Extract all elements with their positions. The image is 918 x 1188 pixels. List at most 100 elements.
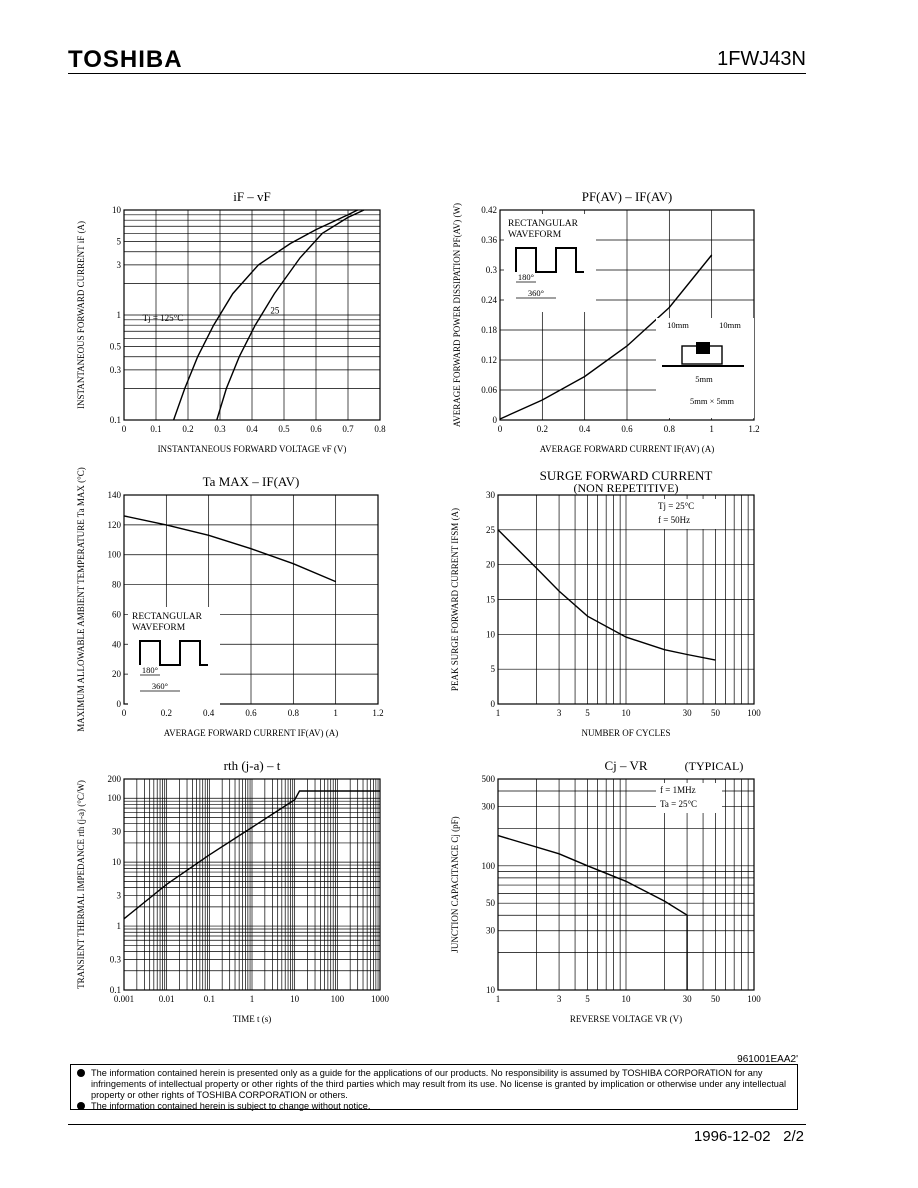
y-tick-label: 30 [486,926,496,936]
plot-frame [497,494,755,705]
annotation-box [656,783,722,813]
y-tick-label: 1 [117,310,122,320]
x-tick-label: 50 [711,708,721,718]
plot-frame [123,494,379,705]
page-number: 2/2 [783,1128,804,1145]
y-tick-label: 5 [117,237,122,247]
series-line-0 [172,209,358,421]
y-tick-label: 0.3 [110,365,122,375]
x-axis-label: NUMBER OF CYCLES [581,728,670,738]
x-tick-label: 100 [747,994,761,1004]
y-tick-label: 15 [486,595,496,605]
diode-mark-icon [696,342,710,354]
notice-text-1: The information contained herein is pres… [91,1068,787,1100]
x-axis-label: REVERSE VOLTAGE VR (V) [570,1014,682,1024]
footer-divider [68,1124,806,1125]
y-tick-label: 0.18 [481,325,497,335]
chart-title: rth (j-a) – t [224,758,281,773]
x-tick-label: 0.6 [621,424,633,434]
y-tick-label: 100 [108,550,122,560]
annotation-pad-left: 10mm [667,320,689,330]
waveform-icon [515,247,584,273]
series-line-0 [123,790,380,920]
y-tick-label: 0.06 [481,385,497,395]
y-axis-label: JUNCTION CAPACITANCE Cj (pF) [450,816,460,952]
y-axis-label: INSTANTANEOUS FORWARD CURRENT iF (A) [76,221,86,409]
y-tick-label: 20 [112,669,122,679]
x-tick-label: 0.1 [204,994,215,1004]
x-tick-label: 0.3 [214,424,226,434]
series-label: 25 [270,306,280,316]
series-line-0 [497,529,716,661]
chart-rth_t: 0.001 0.01 0.1 1 10 100 1000 0.1 0.3 1 3 10 30 100 200… [76,758,390,1024]
chart-title: PF(AV) – IF(AV) [582,189,673,204]
x-tick-label: 1 [709,424,714,434]
annotation-360: 360° [152,681,168,691]
x-tick-label: 0.6 [310,424,322,434]
waveform-icon [139,640,208,666]
y-tick-label: 0 [117,699,122,709]
y-tick-label: 0.42 [481,205,497,215]
y-tick-label: 30 [486,490,496,500]
x-tick-label: 3 [557,994,562,1004]
chart-subtitle: (TYPICAL) [685,759,744,773]
y-tick-label: 3 [117,891,122,901]
y-tick-label: 0.5 [110,342,122,352]
x-axis-label: AVERAGE FORWARD CURRENT IF(AV) (A) [164,728,339,738]
chart-ifsm_n: 1 3 5 10 30 50 100 0 5 10 15 20 25 30 SURGE FORWARD CU… [450,468,761,738]
x-tick-label: 0.01 [159,994,175,1004]
chart-cj_vr: 1 3 5 10 30 50 100 10 30 50 100 300 500 Cj – VR (TYPIC… [450,758,761,1024]
y-tick-label: 0.3 [110,955,122,965]
x-tick-label: 0 [122,424,127,434]
annotation-condition-2: Ta = 25°C [660,799,697,809]
x-tick-label: 0.7 [342,424,354,434]
y-axis-label: MAXIMUM ALLOWABLE AMBIENT TEMPERATURE Ta… [76,467,86,731]
x-tick-label: 10 [622,708,632,718]
x-tick-label: 30 [683,708,693,718]
y-tick-label: 140 [108,490,122,500]
x-tick-label: 0.4 [246,424,258,434]
annotation-5mm: 5mm [695,374,713,384]
x-tick-label: 0.5 [278,424,290,434]
y-tick-label: 0.1 [110,415,121,425]
series-line-0 [497,834,688,990]
y-tick-label: 80 [112,580,122,590]
x-tick-label: 100 [747,708,761,718]
plot-frame [123,778,381,991]
x-axis-label: AVERAGE FORWARD CURRENT IF(AV) (A) [540,444,715,454]
y-tick-label: 10 [112,205,122,215]
plot-frame [123,209,381,421]
x-tick-label: 50 [711,994,721,1004]
annotation-condition-1: Tj = 25°C [658,501,694,511]
annotation-waveform-title: RECTANGULAR [508,219,579,229]
x-tick-label: 0.1 [150,424,161,434]
x-tick-label: 1 [496,994,501,1004]
y-tick-label: 0.12 [481,355,497,365]
y-tick-label: 100 [108,793,122,803]
notice-text-2: The information contained herein is subj… [91,1101,371,1111]
notice-item: The information contained herein is subj… [77,1101,791,1112]
y-tick-label: 60 [112,609,122,619]
chart-if_vf: 0 0.1 0.2 0.3 0.4 0.5 0.6 0.7 0.80.10.30.513510i… [76,189,386,454]
y-tick-label: 10 [486,629,496,639]
footer-date-page: 1996-12-02 2/2 [694,1128,804,1145]
x-tick-label: 10 [290,994,300,1004]
notice-item: The information contained herein is pres… [77,1068,791,1101]
x-tick-label: 0.8 [374,424,386,434]
legal-notice: The information contained herein is pres… [70,1064,798,1112]
chart-ta_if: 0 0.2 0.4 0.6 0.8 1 1.2 0 20 40 60 80 100 120 140 Ta MA… [76,467,384,738]
pcb-box [656,318,754,418]
y-tick-label: 500 [482,774,496,784]
chart-pf_if: 0 0.2 0.4 0.6 0.8 1 1.2 0 0.06 0.12 0.18 0.24 0.3 0.3… [452,189,760,454]
x-tick-label: 1 [333,708,338,718]
x-axis-label: TIME t (s) [233,1014,272,1024]
chart-title: Ta MAX – IF(AV) [203,474,300,489]
chart-title: Cj – VR [604,758,647,773]
y-tick-label: 300 [482,802,496,812]
annotation-box [654,499,720,529]
series-line-1 [216,209,365,421]
y-axis-label: TRANSIENT THERMAL IMPEDANCE rth (j-a) (°… [76,780,86,989]
series-line-0 [499,254,713,420]
x-tick-label: 0.2 [182,424,193,434]
annotation-180: 180° [142,665,158,675]
